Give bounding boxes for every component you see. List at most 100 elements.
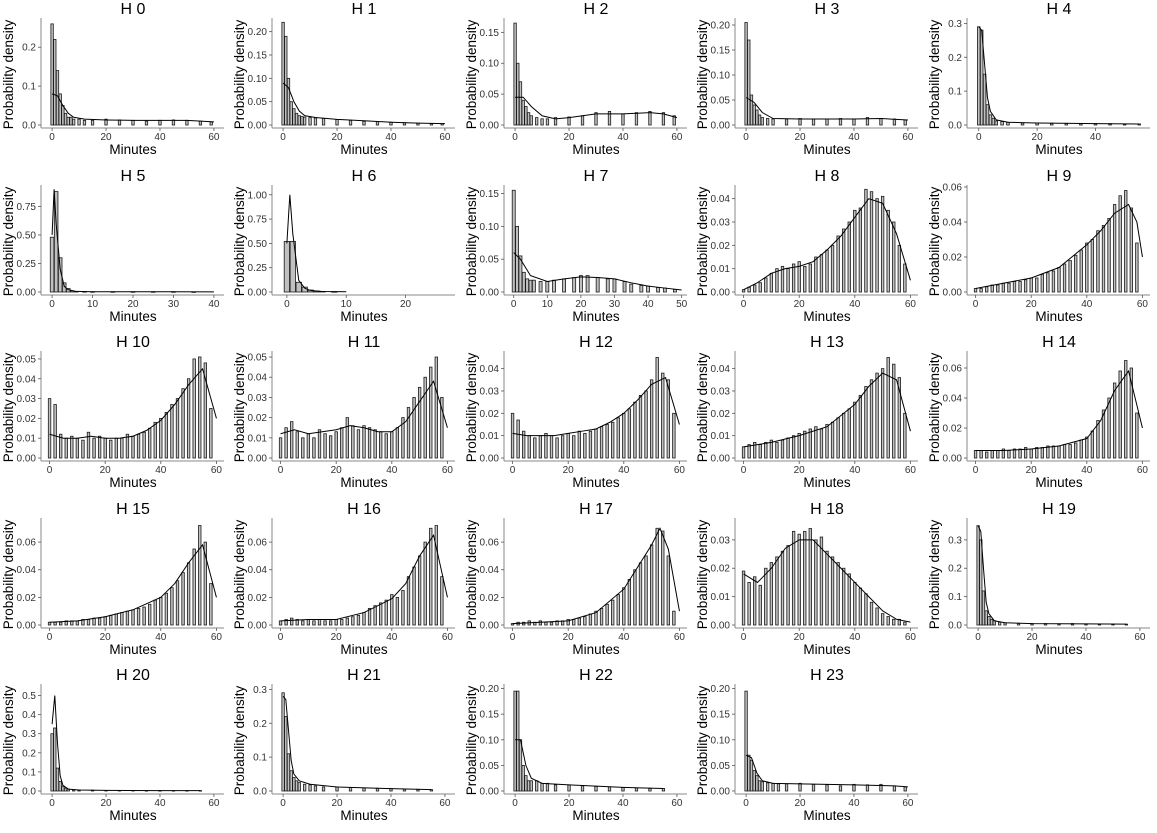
histogram-bar: [148, 428, 152, 459]
histogram-bar: [771, 783, 775, 792]
histogram-bar: [209, 121, 213, 126]
histogram-bar: [153, 599, 157, 626]
histogram-bar: [376, 121, 380, 126]
histogram-bar: [1107, 217, 1111, 292]
histogram-bar: [858, 395, 863, 459]
histogram-bar: [334, 618, 339, 626]
histogram-bar: [797, 260, 802, 292]
histogram-bar: [90, 119, 95, 126]
histogram-bar: [808, 527, 813, 626]
x-tick-label: 0: [976, 132, 982, 143]
histogram-panel: H 6 0 10 20 0.00 0.25 0.50 0.75 1.00 Minutes Proba…: [231, 167, 462, 334]
panel-title: H 22: [579, 667, 613, 684]
histogram-bar: [666, 555, 670, 626]
panel-title: H 9: [1046, 168, 1071, 185]
x-tick-label: 40: [642, 299, 654, 310]
histogram-bar: [660, 372, 665, 459]
histogram-bar: [836, 561, 840, 626]
histogram-bar: [792, 530, 796, 626]
x-tick-label: 40: [849, 798, 861, 809]
panel-title: H 11: [348, 334, 381, 351]
histogram-bar: [982, 73, 986, 126]
x-tick-label: 0: [49, 798, 55, 809]
histogram-bar: [798, 783, 802, 792]
density-curve: [514, 96, 677, 120]
histogram-bar: [545, 783, 549, 792]
histogram-bar: [158, 119, 162, 126]
histogram-bar: [1040, 273, 1044, 292]
histogram-bar: [583, 433, 587, 459]
histogram-bar: [981, 590, 985, 626]
panel-title: H 19: [1042, 501, 1076, 518]
histogram-bar: [842, 228, 846, 292]
histogram-bar: [771, 118, 775, 126]
y-tick-label: 0.02: [248, 413, 268, 424]
histogram-bar: [1006, 450, 1011, 459]
y-tick-label: 0.02: [248, 593, 268, 604]
histogram-svg: H 9 0 20 40 60 0.00 0.02 0.04 0.06 Minutes Probabi…: [927, 168, 1150, 324]
histogram-panel: H 21 0 20 40 60 0.0 0.1 0.2 0.3 Minutes Probabilit…: [231, 666, 462, 833]
x-axis-label: Minutes: [804, 642, 852, 657]
histogram-bar: [61, 786, 65, 792]
histogram-bar: [384, 599, 389, 626]
histogram-bar: [1090, 238, 1094, 292]
x-tick-label: 20: [575, 299, 587, 310]
x-tick-label: 40: [849, 132, 861, 143]
y-axis-label: Probability density: [232, 686, 247, 796]
histogram-bar: [136, 434, 141, 459]
y-tick-label: 0.03: [711, 535, 731, 546]
y-axis-label: Probability density: [1, 519, 16, 629]
histogram-bar: [744, 22, 748, 126]
histogram-bar: [50, 23, 54, 126]
histogram-bar: [75, 620, 80, 626]
histogram-bar: [1001, 448, 1005, 459]
histogram-bar: [661, 788, 665, 792]
histogram-bar: [621, 787, 625, 792]
x-tick-label: 40: [208, 299, 220, 310]
histogram-bar: [644, 555, 648, 626]
y-tick-label: 0.02: [942, 424, 962, 435]
histogram-bar: [125, 610, 130, 626]
histogram-bar: [839, 785, 843, 792]
histogram-bar: [978, 539, 982, 626]
histogram-panel: H 22 0 20 40 60 0.00 0.05 0.10 0.15 0.20 Minutes Pr…: [463, 666, 694, 833]
histogram-svg: H 20 0 20 40 60 0.0 0.1 0.2 0.3 0.4 0.5 Minutes Prob…: [1, 667, 224, 823]
histogram-bar: [1029, 277, 1033, 292]
y-tick-label: 0.06: [17, 537, 37, 548]
histogram-bar: [742, 288, 746, 292]
x-tick-label: 60: [905, 299, 917, 310]
histogram-bar: [430, 789, 434, 792]
x-tick-label: 60: [674, 632, 686, 643]
histogram-panel: H 7 0 10 20 30 40 50 0.00 0.05 0.10 0.15 Minutes Pro…: [463, 167, 694, 334]
x-axis-label: Minutes: [1035, 475, 1083, 490]
histogram-bar: [594, 428, 598, 459]
histogram-bar: [170, 404, 174, 459]
histogram-bar: [379, 431, 383, 459]
histogram-panel: H 19 0 20 40 60 0.0 0.1 0.2 0.3 Minutes Probabilit…: [926, 500, 1157, 667]
y-tick-label: 0.00: [942, 287, 962, 298]
histogram-panel: H 9 0 20 40 60 0.00 0.02 0.04 0.06 Minutes Probabi…: [926, 167, 1157, 334]
x-tick-label: 20: [563, 798, 575, 809]
x-tick-label: 20: [400, 299, 412, 310]
histogram-bar: [881, 613, 885, 626]
y-tick-label: 0.01: [711, 431, 731, 442]
y-tick-label: 0.00: [479, 121, 499, 132]
histogram-bar: [753, 576, 757, 626]
x-tick-label: 20: [1025, 299, 1037, 310]
histogram-bar: [879, 784, 883, 792]
density-curve: [51, 188, 214, 292]
histogram-bar: [633, 569, 637, 626]
histogram-bar: [997, 621, 1001, 626]
histogram-bar: [753, 442, 757, 459]
histogram-bar: [525, 278, 529, 293]
y-tick-label: 0.00: [479, 787, 499, 798]
histogram-bar: [287, 753, 291, 792]
histogram-svg: H 4 0 20 40 0.0 0.1 0.2 0.3 Minutes Probability d…: [927, 1, 1150, 157]
density-curve: [280, 533, 449, 622]
histogram-bar: [903, 119, 908, 126]
histogram-bar: [864, 386, 868, 459]
histogram-bar: [281, 21, 286, 126]
histogram-bar: [1040, 447, 1044, 459]
x-tick-label: 40: [155, 465, 167, 476]
histogram-panel: H 11 0 20 40 60 0.00 0.01 0.02 0.03 0.04 0.05 Minut…: [231, 333, 462, 500]
